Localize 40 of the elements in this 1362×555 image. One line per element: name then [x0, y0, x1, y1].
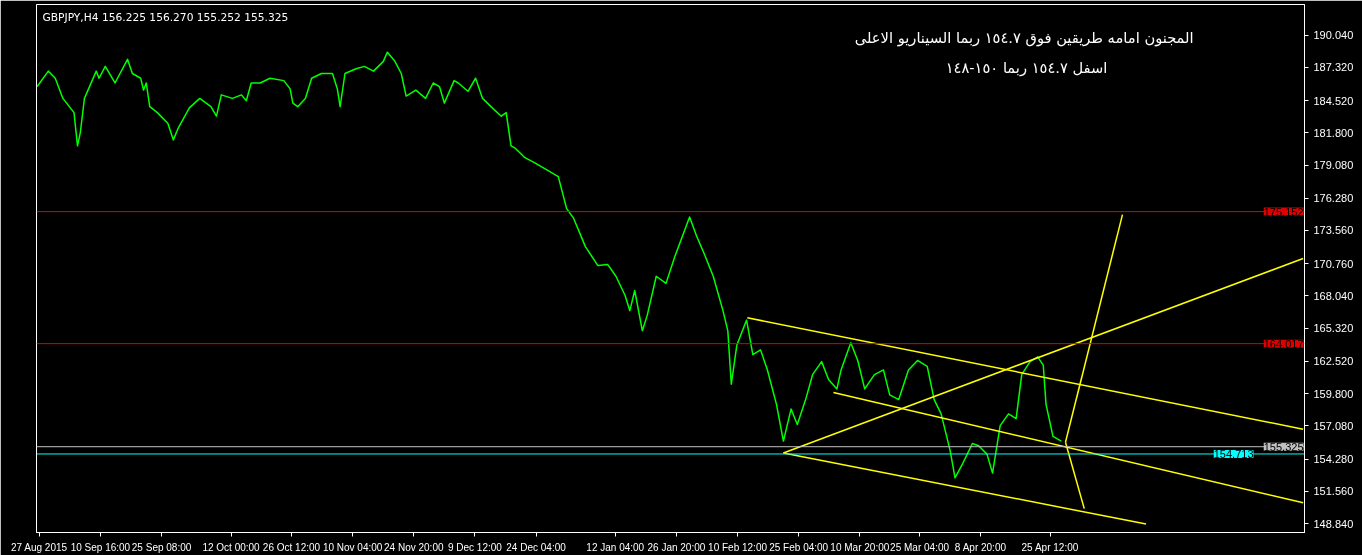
y-tick-label: 173.560 — [1313, 224, 1354, 237]
y-tick-label: 190.040 — [1313, 29, 1354, 42]
x-tick-label: 25 Sep 08:00 — [131, 541, 192, 553]
x-tick-label: 10 Sep 16:00 — [70, 541, 131, 553]
x-tick-label: 9 Dec 12:00 — [447, 541, 503, 553]
x-tick-label: 12 Oct 00:00 — [202, 541, 261, 553]
y-tick-label: 181.800 — [1313, 126, 1354, 139]
y-tick-label: 168.040 — [1313, 289, 1354, 302]
x-tick-label: 12 Jan 04:00 — [586, 541, 645, 553]
x-tick-label: 24 Dec 04:00 — [506, 541, 567, 553]
y-tick-label: 176.280 — [1313, 192, 1354, 205]
y-tick-label: 151.560 — [1313, 485, 1354, 498]
x-tick-label: 10 Nov 04:00 — [322, 541, 383, 553]
x-tick-label: 10 Mar 20:00 — [830, 541, 890, 553]
text: GBPJPY,H4 156.225 156.270 155.252 155.325 — [42, 10, 289, 24]
annotation: المجنون امامه طريقين فوق ١٥٤.٧ ربما السيناريو الاعلى — [854, 28, 1194, 47]
x-tick-label: 10 Feb 12:00 — [708, 541, 768, 553]
y-tick-label: 157.080 — [1313, 419, 1354, 432]
x-tick-label: 8 Apr 20:00 — [954, 541, 1007, 553]
x-tick-label: 26 Oct 12:00 — [262, 541, 321, 553]
y-tick-label: 154.280 — [1313, 453, 1354, 466]
x-tick-label: 25 Apr 12:00 — [1021, 541, 1079, 553]
x-tick-label: 24 Nov 20:00 — [384, 541, 444, 553]
ref-line-label: 154.713 — [1213, 447, 1254, 460]
x-tick-label: 26 Jan 20:00 — [647, 541, 706, 553]
y-tick-label: 179.080 — [1313, 159, 1354, 172]
x-tick-label: 25 Mar 04:00 — [890, 541, 950, 553]
y-tick-label: 184.520 — [1313, 94, 1354, 107]
ref-line-label: 175.152 — [1263, 205, 1304, 218]
y-tick-label: 165.320 — [1313, 322, 1354, 335]
y-tick-label: 159.800 — [1313, 387, 1354, 400]
annotation: اسفل ١٥٤.٧ ربما ١٥٠-١٤٨ — [945, 58, 1108, 77]
y-tick-label: 148.840 — [1313, 517, 1354, 530]
y-tick-label: 162.520 — [1313, 355, 1354, 368]
y-tick-label: 187.320 — [1313, 61, 1354, 74]
ref-line-label: 164.017 — [1263, 337, 1304, 350]
x-tick-label: 27 Aug 2015 — [10, 541, 68, 553]
x-tick-label: 25 Feb 04:00 — [769, 541, 829, 553]
y-tick-label: 170.760 — [1313, 257, 1354, 270]
ref-line-label: 155.325 — [1263, 440, 1304, 453]
